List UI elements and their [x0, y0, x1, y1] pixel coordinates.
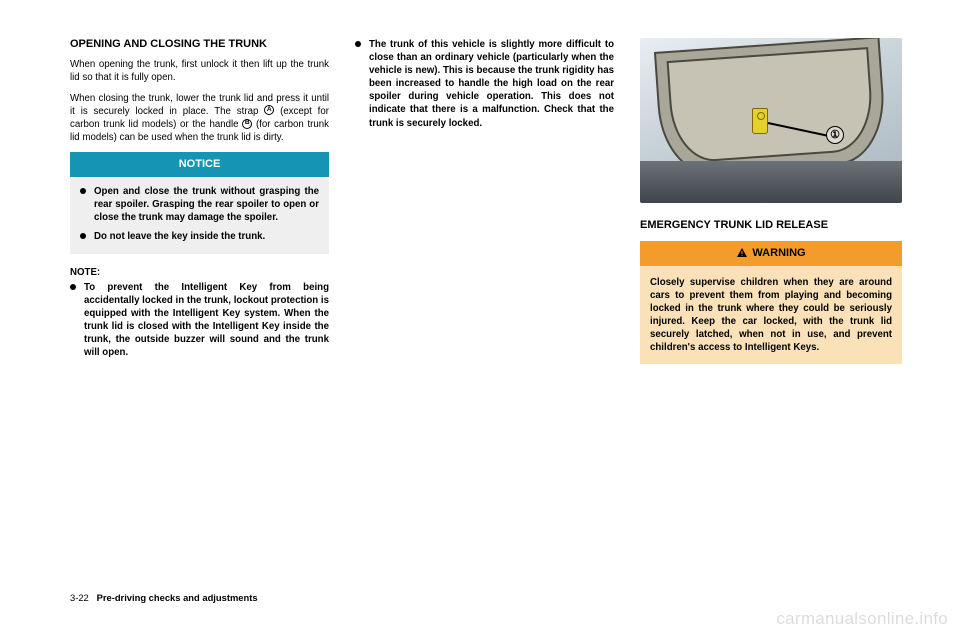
- bullet-icon: [80, 233, 86, 239]
- page-footer: 3-22 Pre-driving checks and adjustments: [70, 592, 258, 603]
- note-item: To prevent the Intelligent Key from bein…: [70, 281, 329, 360]
- notice-text: Do not leave the key inside the trunk.: [94, 230, 265, 243]
- manual-page: OPENING AND CLOSING THE TRUNK When openi…: [0, 0, 960, 637]
- note-label: NOTE:: [70, 266, 329, 279]
- body-paragraph: When closing the trunk, lower the trunk …: [70, 92, 329, 144]
- watermark-text: carmanualsonline.info: [776, 609, 948, 629]
- warning-body: Closely supervise children when they are…: [640, 266, 902, 365]
- notice-box: NOTICE Open and close the trunk without …: [70, 152, 329, 253]
- bullet-icon: [80, 188, 86, 194]
- note-item: The trunk of this vehicle is slightly mo…: [355, 38, 614, 130]
- section-heading: EMERGENCY TRUNK LID RELEASE: [640, 219, 902, 233]
- notice-item: Do not leave the key inside the trunk.: [80, 230, 319, 243]
- body-paragraph: When opening the trunk, first unlock it …: [70, 58, 329, 84]
- trunk-illustration: ①: [640, 38, 902, 203]
- trunk-lid-shape: [654, 38, 888, 177]
- notice-title: NOTICE: [70, 152, 329, 177]
- column-2: The trunk of this vehicle is slightly mo…: [355, 38, 614, 365]
- notice-body: Open and close the trunk without graspin…: [70, 177, 329, 253]
- column-3: ① EMERGENCY TRUNK LID RELEASE WARNING Cl…: [640, 38, 902, 365]
- content-columns: OPENING AND CLOSING THE TRUNK When openi…: [0, 0, 960, 365]
- section-heading: OPENING AND CLOSING THE TRUNK: [70, 38, 329, 52]
- note-text: To prevent the Intelligent Key from bein…: [84, 281, 329, 360]
- trunk-floor-shape: [640, 161, 902, 203]
- warning-title: WARNING: [752, 246, 805, 261]
- note-text: The trunk of this vehicle is slightly mo…: [369, 38, 614, 130]
- callout-number-1: ①: [826, 126, 844, 144]
- warning-header: WARNING: [640, 241, 902, 266]
- bullet-icon: [355, 41, 361, 47]
- notice-text: Open and close the trunk without graspin…: [94, 185, 319, 224]
- chapter-title: Pre-driving checks and adjustments: [97, 592, 258, 603]
- page-number: 3-22: [70, 592, 89, 603]
- note-block: NOTE: To prevent the Intelligent Key fro…: [70, 266, 329, 360]
- callout-letter-b: B: [242, 119, 252, 129]
- column-1: OPENING AND CLOSING THE TRUNK When openi…: [70, 38, 329, 365]
- bullet-icon: [70, 284, 76, 290]
- warning-box: WARNING Closely supervise children when …: [640, 241, 902, 364]
- notice-item: Open and close the trunk without graspin…: [80, 185, 319, 224]
- callout-letter-a: A: [264, 105, 274, 115]
- release-handle-shape: [752, 108, 768, 134]
- warning-triangle-icon: [736, 247, 748, 259]
